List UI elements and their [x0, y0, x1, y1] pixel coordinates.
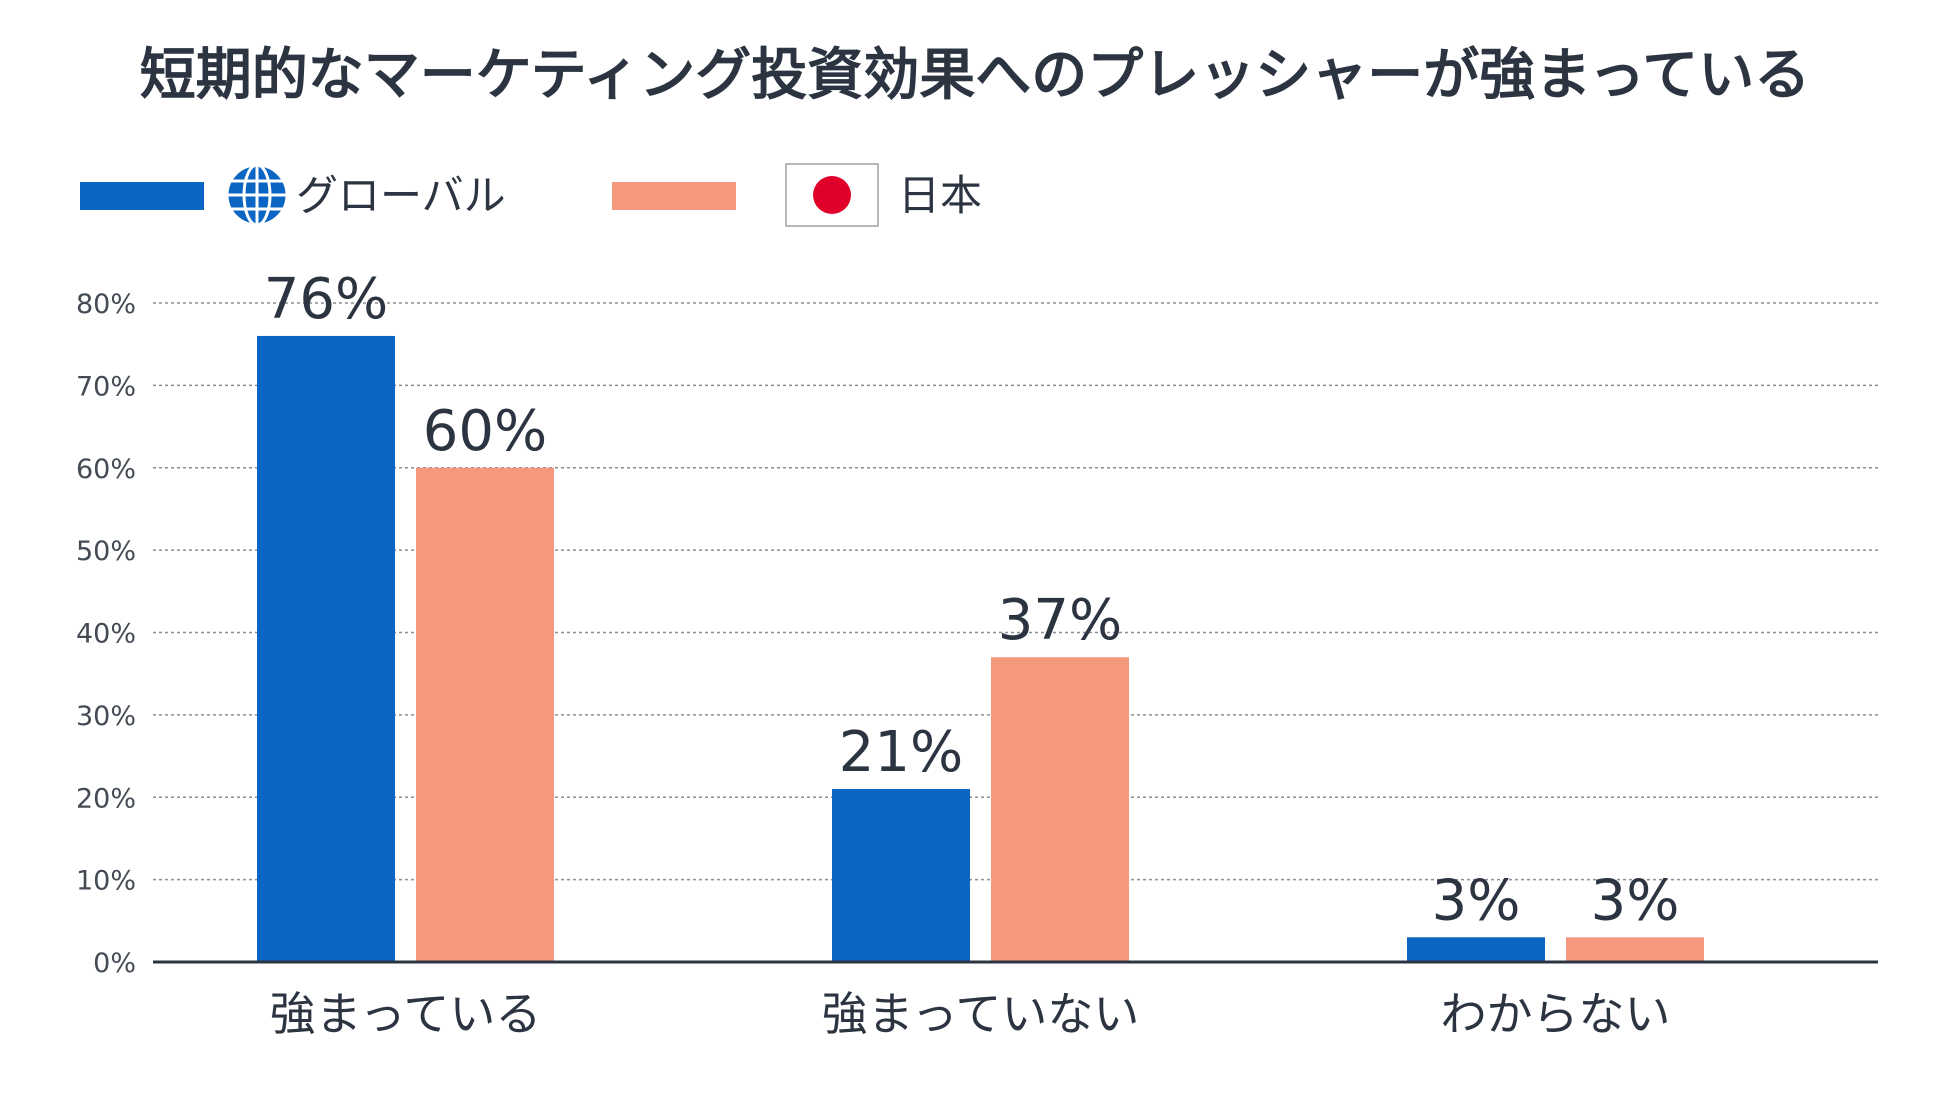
- y-tick-label: 50%: [76, 536, 136, 567]
- legend-swatch-global: [80, 182, 204, 210]
- bar: [1566, 937, 1704, 962]
- y-tick-label: 70%: [76, 371, 136, 402]
- bar: [991, 657, 1129, 962]
- bar: [257, 335, 395, 962]
- y-tick-label: 20%: [76, 783, 136, 814]
- bar: [416, 467, 554, 962]
- x-category-label: 強まっていない: [822, 987, 1140, 1041]
- legend-item-global: グローバル: [80, 163, 506, 227]
- legend-swatch-japan: [612, 182, 736, 210]
- globe-icon: [225, 163, 289, 227]
- y-tick-label: 80%: [76, 289, 136, 320]
- y-tick-label: 10%: [76, 866, 136, 897]
- y-tick-label: 60%: [76, 454, 136, 485]
- x-category-label: 強まっている: [270, 987, 542, 1041]
- y-tick-label: 40%: [76, 619, 136, 650]
- bar-value-label: 3%: [1432, 868, 1521, 933]
- bar-value-label: 21%: [839, 720, 963, 785]
- bar: [832, 789, 970, 962]
- x-category-label: わからない: [1441, 987, 1671, 1041]
- bar-value-label: 76%: [264, 267, 388, 332]
- japan-flag-icon: [785, 163, 879, 227]
- x-axis-categories: 強まっている 強まっていない わからない: [270, 987, 1671, 1041]
- y-tick-label: 30%: [76, 701, 136, 732]
- bars: [257, 335, 1704, 962]
- legend: グローバル 日本: [80, 163, 982, 227]
- bar-value-label: 3%: [1591, 868, 1680, 933]
- value-labels: 76% 60% 21% 37% 3% 3%: [264, 267, 1680, 933]
- legend-label-global: グローバル: [296, 171, 506, 220]
- legend-label-japan: 日本: [898, 171, 982, 220]
- bar: [1407, 937, 1545, 962]
- chart-title: 短期的なマーケティング投資効果へのプレッシャーが強まっている: [140, 43, 1810, 108]
- legend-item-japan: 日本: [612, 163, 982, 227]
- y-axis-ticks: 0% 10% 20% 30% 40% 50% 60% 70% 80%: [76, 289, 136, 979]
- y-tick-label: 0%: [93, 948, 136, 979]
- bar-value-label: 37%: [998, 588, 1122, 653]
- bar-value-label: 60%: [423, 399, 547, 464]
